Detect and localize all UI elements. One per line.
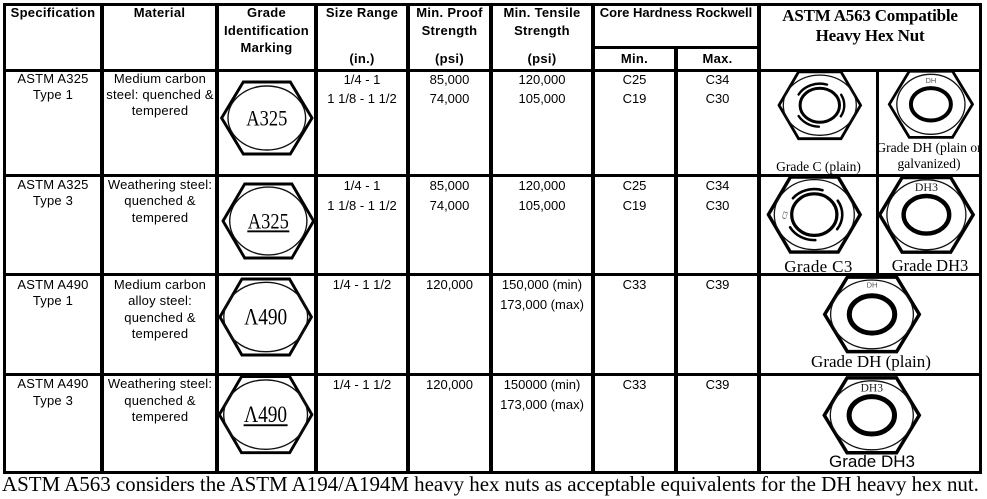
svg-text:A325: A325 xyxy=(246,105,287,130)
svg-text:Λ490: Λ490 xyxy=(244,402,287,427)
svg-text:DH: DH xyxy=(867,281,878,290)
svg-text:A325: A325 xyxy=(248,208,289,233)
svg-text:C3: C3 xyxy=(781,211,790,220)
svg-text:DH3: DH3 xyxy=(915,180,938,194)
svg-text:DH: DH xyxy=(925,76,936,85)
svg-text:DH3: DH3 xyxy=(861,383,884,395)
svg-text:Λ490: Λ490 xyxy=(244,305,287,330)
